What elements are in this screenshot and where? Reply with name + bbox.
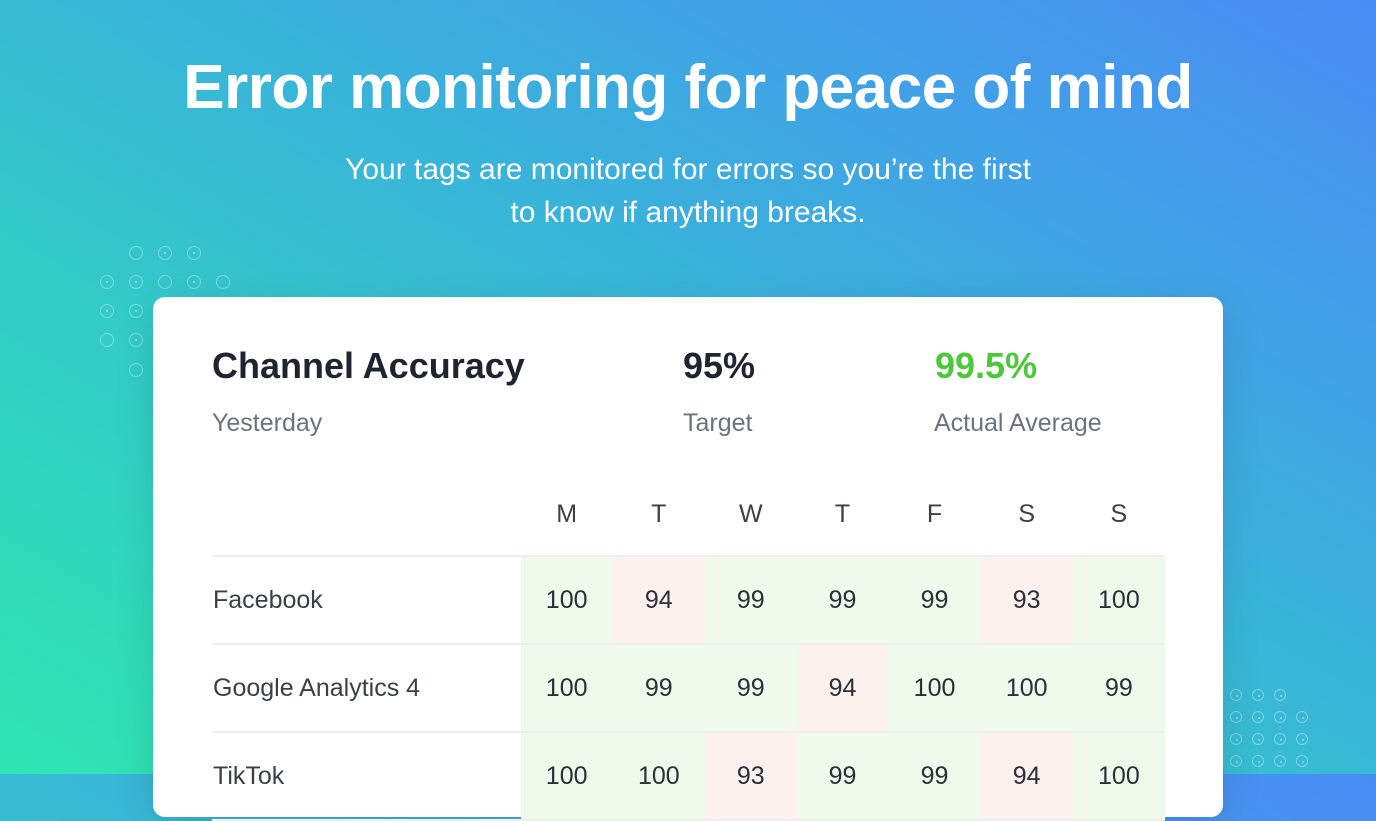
accuracy-cell: 94 <box>980 732 1073 821</box>
decorative-circle-icon <box>1252 711 1264 723</box>
accuracy-cell: 99 <box>704 644 797 733</box>
subtitle-line-1: Your tags are monitored for errors so yo… <box>345 153 1031 186</box>
decorative-circle-icon <box>158 275 172 289</box>
decorative-circle-icon <box>1252 689 1264 701</box>
decorative-circle-icon <box>1296 711 1308 723</box>
accuracy-cell: 100 <box>612 732 705 821</box>
accuracy-cell: 100 <box>520 644 613 733</box>
day-header: S <box>1072 473 1165 557</box>
table-row: Facebook 100 94 99 99 99 93 100 <box>212 556 1165 645</box>
decorative-circle-icon <box>216 275 230 289</box>
decorative-circle-icon <box>1252 755 1264 767</box>
decorative-circle-icon <box>1274 689 1286 701</box>
decorative-circle-icon <box>187 246 201 260</box>
table-row: Google Analytics 4 100 99 99 94 100 100 99 <box>212 644 1165 733</box>
card-title: Channel Accuracy <box>212 345 525 386</box>
target-value: 95% <box>683 345 756 386</box>
accuracy-cell: 100 <box>980 644 1073 733</box>
page-title: Error monitoring for peace of mind <box>183 53 1193 122</box>
subtitle-line-2: to know if anything breaks. <box>510 196 866 229</box>
decorative-circle-icon <box>1274 755 1286 767</box>
decorative-circle-icon <box>1230 711 1242 723</box>
accuracy-cell: 93 <box>980 556 1073 645</box>
decorative-circle-icon <box>100 275 114 289</box>
accuracy-cell: 93 <box>704 732 797 821</box>
accuracy-cell: 100 <box>520 556 613 645</box>
decorative-circle-icon <box>1230 755 1242 767</box>
table-row: TikTok 100 100 93 99 99 94 100 <box>212 732 1165 821</box>
day-header: W <box>704 473 797 557</box>
page-subtitle: Your tags are monitored for errors so yo… <box>0 148 1376 234</box>
decorative-circle-icon <box>1296 755 1308 767</box>
day-header: T <box>796 473 889 557</box>
day-header: M <box>520 473 613 557</box>
channel-name: Facebook <box>212 556 521 645</box>
decorative-circle-icon <box>187 275 201 289</box>
decorative-circle-icon <box>129 363 143 377</box>
decorative-circle-icon <box>1230 733 1242 745</box>
accuracy-cell: 99 <box>888 732 981 821</box>
target-label: Target <box>683 409 753 437</box>
decorative-circle-icon <box>158 246 172 260</box>
channel-accuracy-card: Channel Accuracy Yesterday 95% Target 99… <box>153 297 1223 821</box>
accuracy-cell: 100 <box>1072 732 1165 821</box>
header-channel <box>212 473 521 557</box>
accuracy-cell: 94 <box>612 556 705 645</box>
actual-average-label: Actual Average <box>934 409 1102 437</box>
accuracy-cell: 100 <box>1072 556 1165 645</box>
day-header: S <box>980 473 1073 557</box>
decorative-circle-icon <box>1274 711 1286 723</box>
decorative-circle-icon <box>1296 733 1308 745</box>
accuracy-cell: 100 <box>888 644 981 733</box>
day-header: F <box>888 473 981 557</box>
accuracy-cell: 100 <box>520 732 613 821</box>
decorative-circle-icon <box>1230 689 1242 701</box>
accuracy-cell: 99 <box>704 556 797 645</box>
period-label: Yesterday <box>212 409 323 437</box>
accuracy-cell: 99 <box>796 556 889 645</box>
accuracy-cell: 99 <box>796 732 889 821</box>
decorative-circle-icon <box>1252 733 1264 745</box>
accuracy-cell: 94 <box>796 644 889 733</box>
decorative-circle-icon <box>129 304 143 318</box>
accuracy-cell: 99 <box>1072 644 1165 733</box>
decorative-circle-icon <box>100 304 114 318</box>
accuracy-cell: 99 <box>612 644 705 733</box>
channel-name: TikTok <box>212 732 521 821</box>
decorative-circle-icon <box>1274 733 1286 745</box>
channel-name: Google Analytics 4 <box>212 644 521 733</box>
decorative-circle-icon <box>100 333 114 347</box>
actual-average-value: 99.5% <box>935 345 1038 386</box>
day-header: T <box>612 473 705 557</box>
decorative-circle-icon <box>129 246 143 260</box>
decorative-circle-icon <box>129 275 143 289</box>
decorative-circle-icon <box>129 333 143 347</box>
accuracy-cell: 99 <box>888 556 981 645</box>
